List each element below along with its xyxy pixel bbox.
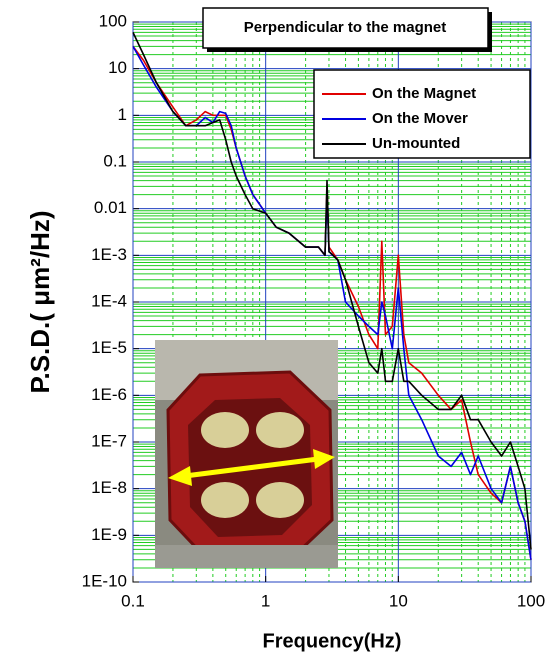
- overlay: Perpendicular to the magnet Frequency(Hz…: [25, 7, 531, 652]
- y-tick-label: 1E-9: [91, 525, 127, 544]
- title-box: [202, 7, 489, 49]
- y-tick-label: 1E-4: [91, 291, 127, 310]
- y-tick-label: 1E-7: [91, 431, 127, 450]
- arrow-head: [168, 466, 192, 486]
- x-tick-label: 100: [517, 591, 545, 610]
- plot-lines: [132, 32, 532, 560]
- legend-label: Un-mounted: [372, 135, 460, 152]
- photo-coil: [256, 412, 304, 448]
- y-axis-label: P.S.D.( μm²/Hz): [25, 210, 55, 393]
- series-line: [132, 32, 532, 550]
- chart-title: Perpendicular to the magnet: [244, 19, 447, 36]
- y-tick-label: 1E-8: [91, 478, 127, 497]
- y-tick-label: 1E-5: [91, 338, 127, 357]
- arrow-shaft: [184, 456, 319, 479]
- y-tick-label: 1E-6: [91, 385, 127, 404]
- photo-coil: [256, 482, 304, 518]
- y-tick-label: 1E-10: [82, 571, 127, 590]
- arrow-head: [313, 449, 335, 469]
- x-tick-label: 1: [261, 591, 270, 610]
- y-tick-label: 0.1: [103, 151, 127, 170]
- photo-floor: [155, 545, 338, 568]
- inset-photo: [155, 340, 338, 568]
- y-tick-label: 100: [99, 11, 127, 30]
- legend-label: On the Mover: [372, 110, 468, 127]
- x-tick-label: 10: [389, 591, 408, 610]
- y-tick-label: 1: [118, 105, 127, 124]
- y-tick-label: 1E-3: [91, 245, 127, 264]
- photo-coil: [201, 412, 249, 448]
- x-axis-label: Frequency(Hz): [263, 630, 402, 652]
- y-tick-label: 10: [108, 58, 127, 77]
- legend-label: On the Magnet: [372, 85, 476, 102]
- y-tick-label: 0.01: [94, 198, 127, 217]
- photo-coil: [201, 482, 249, 518]
- x-tick-label: 0.1: [121, 591, 145, 610]
